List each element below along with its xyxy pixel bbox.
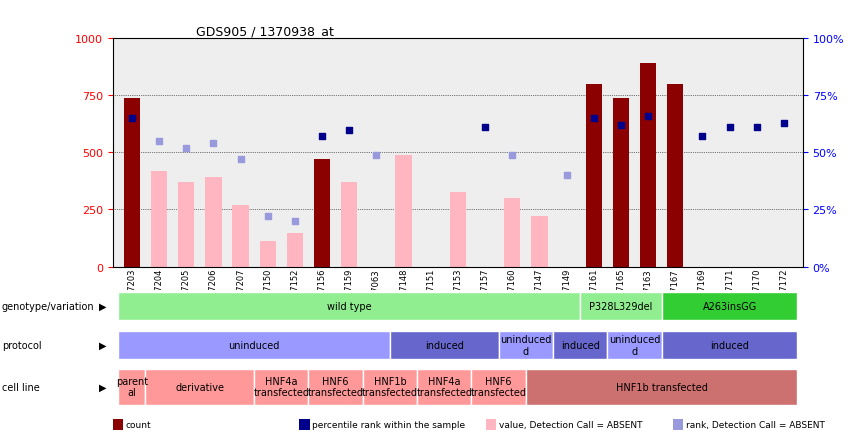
Text: HNF6
transfected: HNF6 transfected	[307, 376, 364, 398]
Point	[695, 134, 709, 141]
Text: derivative: derivative	[175, 382, 224, 391]
Bar	[151, 171, 168, 267]
Bar	[661, 293, 798, 320]
Text: cell line: cell line	[2, 382, 39, 391]
Point	[260, 213, 274, 220]
Text: rank, Detection Call = ABSENT: rank, Detection Call = ABSENT	[686, 420, 825, 429]
Bar	[178, 183, 194, 267]
Bar	[580, 293, 661, 320]
Point	[614, 122, 628, 129]
Point	[180, 145, 194, 152]
Text: P328L329del: P328L329del	[589, 302, 653, 311]
Bar	[118, 369, 146, 404]
Point	[370, 152, 384, 159]
Text: ▶: ▶	[99, 341, 106, 350]
Text: uninduced
d: uninduced d	[608, 335, 661, 356]
Text: protocol: protocol	[2, 341, 42, 350]
Bar	[661, 332, 798, 359]
Bar	[498, 332, 553, 359]
Bar	[118, 332, 390, 359]
Text: percentile rank within the sample: percentile rank within the sample	[312, 420, 465, 429]
Bar	[586, 85, 602, 267]
Bar	[363, 369, 418, 404]
Text: HNF1b transfected: HNF1b transfected	[615, 382, 707, 391]
Bar	[341, 183, 358, 267]
Bar	[418, 369, 471, 404]
Point	[152, 138, 166, 145]
Bar	[526, 369, 798, 404]
Bar	[471, 369, 526, 404]
Bar	[233, 205, 248, 267]
Point	[288, 218, 302, 225]
Bar	[450, 193, 466, 267]
Bar	[118, 293, 580, 320]
Point	[233, 156, 247, 163]
Text: ▶: ▶	[99, 302, 106, 311]
Point	[750, 125, 764, 132]
Point	[207, 140, 220, 147]
Text: uninduced: uninduced	[228, 341, 279, 350]
Bar	[286, 234, 303, 267]
Bar	[640, 64, 656, 267]
Bar	[390, 332, 498, 359]
Point	[125, 115, 139, 122]
Point	[315, 134, 329, 141]
Point	[560, 172, 574, 179]
Text: induced: induced	[561, 341, 600, 350]
Bar	[531, 217, 548, 267]
Bar	[608, 332, 661, 359]
Text: value, Detection Call = ABSENT: value, Detection Call = ABSENT	[499, 420, 642, 429]
Text: HNF6
transfected: HNF6 transfected	[470, 376, 527, 398]
Point	[478, 125, 492, 132]
Text: count: count	[126, 420, 152, 429]
Bar	[260, 242, 276, 267]
Bar	[396, 155, 411, 267]
Point	[777, 120, 791, 127]
Bar	[146, 369, 254, 404]
Text: wild type: wild type	[327, 302, 372, 311]
Text: GDS905 / 1370938_at: GDS905 / 1370938_at	[195, 25, 333, 38]
Point	[342, 127, 356, 134]
Point	[587, 115, 601, 122]
Bar	[124, 98, 140, 267]
Bar	[205, 178, 221, 267]
Bar	[308, 369, 363, 404]
Point	[641, 113, 655, 120]
Bar	[667, 85, 683, 267]
Text: HNF1b
transfected: HNF1b transfected	[362, 376, 418, 398]
Text: induced: induced	[424, 341, 464, 350]
Bar	[553, 332, 608, 359]
Point	[722, 125, 736, 132]
Text: uninduced
d: uninduced d	[500, 335, 551, 356]
Bar	[314, 160, 330, 267]
Text: ▶: ▶	[99, 382, 106, 391]
Text: HNF4a
transfected: HNF4a transfected	[253, 376, 309, 398]
Text: parent
al: parent al	[115, 376, 148, 398]
Point	[505, 152, 519, 159]
Text: A263insGG: A263insGG	[702, 302, 757, 311]
Text: genotype/variation: genotype/variation	[2, 302, 95, 311]
Text: HNF4a
transfected: HNF4a transfected	[417, 376, 472, 398]
Bar	[504, 198, 520, 267]
Bar	[254, 369, 308, 404]
Text: induced: induced	[710, 341, 749, 350]
Bar	[613, 98, 629, 267]
